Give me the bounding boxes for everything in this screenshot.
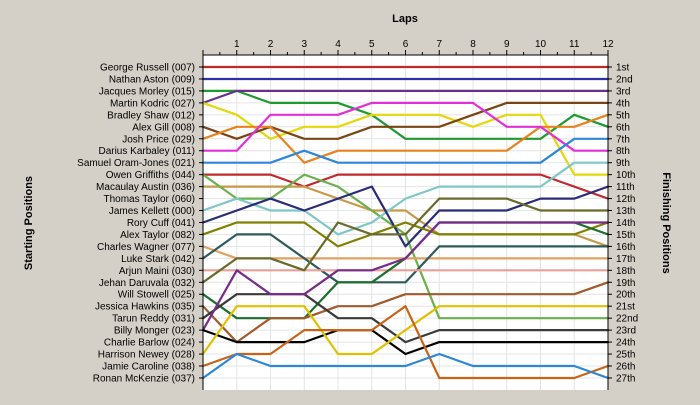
starting-grid-label: Darius Karbaley (011) [98,146,195,157]
lap-tick-label: 2 [268,39,274,50]
starting-grid-label: Macaulay Austin (036) [96,182,195,193]
finishing-position-label: 5th [616,110,630,121]
series-line-23 [201,221,610,332]
starting-grid-label: Owen Griffiths (044) [106,170,195,181]
starting-grid-label: Arjun Maini (030) [119,266,195,277]
finishing-position-label: 21st [616,302,635,313]
starting-grid-label: Alex Taylor (082) [120,230,195,241]
starting-grid-label: Bradley Shaw (012) [107,110,195,121]
finishing-position-label: 12th [616,194,635,205]
lap-tick-label: 1 [234,39,240,50]
starting-grid-labels: George Russell (007)Nathan Aston (009)Ja… [77,63,195,385]
lap-tick-label: 6 [403,39,409,50]
starting-grid-label: Thomas Taylor (060) [103,194,195,205]
finishing-position-label: 19th [616,278,635,289]
finishing-position-label: 13th [616,206,635,217]
starting-grid-label: Nathan Aston (009) [109,74,195,85]
chart-title: Laps [392,13,418,25]
finishing-position-label: 15th [616,230,635,241]
starting-grid-label: Tarun Reddy (031) [112,314,195,325]
series-lines [201,65,610,380]
lap-tick-label: 12 [602,39,614,50]
series-line-14 [201,185,610,248]
finishing-position-label: 3rd [616,86,630,97]
starting-grid-label: Harrison Newey (028) [98,350,195,361]
starting-grid-label: Jessica Hawkins (035) [95,302,195,313]
starting-grid-label: Ronan McKenzie (037) [93,373,195,384]
finishing-position-label: 9th [616,158,630,169]
finishing-position-label: 4th [616,98,630,109]
series-line-5 [201,101,610,176]
finishing-position-label: 24th [616,338,635,349]
series-line-10 [201,173,610,200]
finishing-position-label: 25th [616,350,635,361]
finishing-position-label: 20th [616,290,635,301]
lap-tick-label: 11 [569,39,580,50]
lap-tick-labels: 1 2 3 4 5 6 7 8 9 10 11 12 [234,39,614,50]
y-axis-title-right: Finishing Positions [660,172,672,273]
finishing-position-labels: 1st2nd3rd4th5th6th7th8th9th10th11th12th1… [616,63,638,385]
lap-tick-label: 5 [369,39,375,50]
starting-grid-label: Jehan Daruvala (032) [99,278,195,289]
series-line-25 [201,305,610,356]
finishing-position-label: 26th [616,362,635,373]
starting-grid-label: George Russell (007) [100,63,195,74]
series-line-3 [201,89,610,140]
lap-tick-label: 8 [470,39,476,50]
finishing-position-label: 2nd [616,74,633,85]
series-line-9 [201,137,610,164]
starting-grid-label: Jacques Morley (015) [99,86,195,97]
finishing-position-label: 18th [616,266,635,277]
starting-grid-label: Alex Gill (008) [132,122,195,133]
starting-grid-label: James Kellett (000) [109,206,195,217]
series-line-19 [201,197,610,284]
series-line-27 [201,352,610,380]
finishing-position-label: 8th [616,146,630,157]
lap-tick-label: 3 [301,39,307,50]
series-line-15 [201,221,610,248]
starting-grid-label: Jamie Caroline (038) [102,362,195,373]
starting-grid-label: Josh Price (029) [122,134,195,145]
series-line-26 [201,305,610,380]
finishing-position-label: 23rd [616,326,636,337]
axis-frame [199,50,612,390]
finishing-position-label: 6th [616,122,630,133]
finishing-position-label: 16th [616,242,635,253]
finishing-position-label: 22nd [616,314,638,325]
lap-tick-label: 9 [504,39,510,50]
starting-grid-label: Will Stowell (025) [118,290,195,301]
starting-grid-label: Rory Cuff (041) [127,218,195,229]
series-line-8 [201,101,610,152]
lap-tick-label: 7 [436,39,442,50]
starting-grid-label: Luke Stark (042) [121,254,195,265]
series-line-13 [201,161,610,236]
y-axis-title-left: Starting Positions [23,176,35,270]
lap-tick-label: 4 [335,39,341,50]
series-line-24 [201,329,610,356]
series-line-4 [201,89,610,105]
starting-grid-label: Samuel Oram-Jones (021) [77,158,195,169]
series-line-17 [201,233,610,284]
finishing-position-label: 7th [616,134,630,145]
starting-grid-label: Martin Kodric (027) [110,98,195,109]
finishing-position-label: 17th [616,254,635,265]
starting-grid-label: Charlie Barlow (024) [104,338,195,349]
lap-tick-label: 10 [535,39,547,50]
finishing-position-label: 10th [616,170,635,181]
starting-grid-label: Charles Wagner (077) [97,242,195,253]
finishing-position-label: 11th [616,182,635,193]
finishing-position-label: 14th [616,218,635,229]
finishing-position-label: 27th [616,373,635,384]
series-line-21 [201,281,610,344]
finishing-position-label: 1st [616,63,630,74]
starting-grid-label: Billy Monger (023) [114,326,195,337]
